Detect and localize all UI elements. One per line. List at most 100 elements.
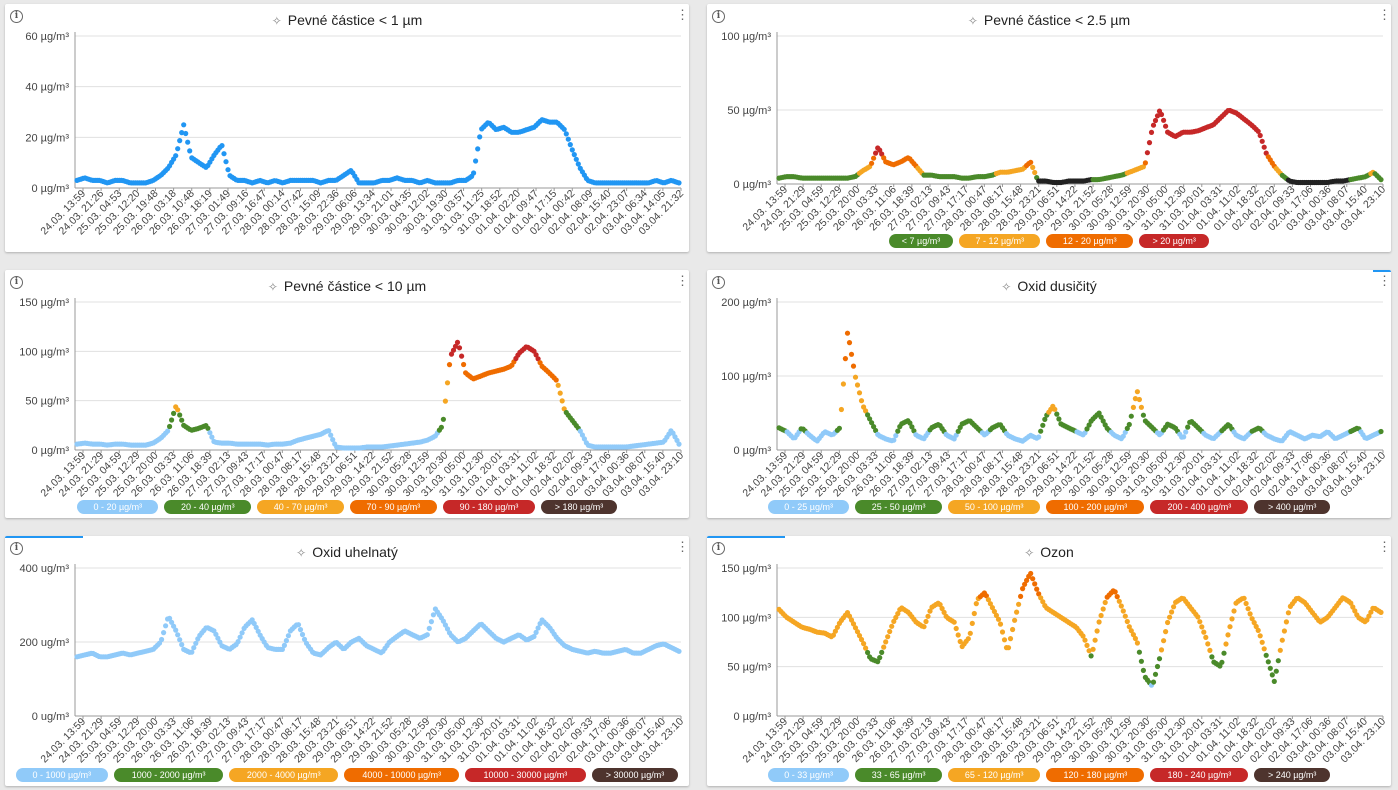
data-series [776,330,1384,444]
data-point [1368,609,1374,615]
legend-item[interactable]: 25 - 50 µg/m³ [855,500,942,514]
data-point [426,625,432,631]
chart-card-co: i ⋮ ✧ Oxid uhelnatý 0 ug/m³ 200 ug/m³ 400 u… [5,536,689,786]
data-point [873,150,879,156]
legend-item[interactable]: 12 - 20 µg/m³ [1046,234,1134,248]
info-icon[interactable]: i [10,10,23,23]
legend-item[interactable]: > 180 µg/m³ [541,500,617,514]
y-tick-label: 0 µg/m³ [733,445,771,457]
legend-item[interactable]: 200 - 400 µg/m³ [1150,500,1249,514]
legend-item[interactable]: 50 - 100 µg/m³ [948,500,1041,514]
data-point [1277,647,1283,653]
info-icon[interactable]: i [712,276,725,289]
legend-item[interactable]: 0 - 20 µg/m³ [77,500,159,514]
chart-title: ✧ Ozon [707,544,1391,560]
data-point [561,126,567,132]
data-point [1261,646,1267,652]
sparkle-icon: ✧ [267,280,278,294]
legend-item[interactable]: 0 - 1000 µg/m³ [15,768,109,782]
data-point [1042,416,1048,422]
data-point [450,347,457,353]
legend-item[interactable]: 180 - 240 µg/m³ [1150,768,1249,782]
data-point [475,146,481,152]
legend-item[interactable]: 120 - 180 µg/m³ [1046,768,1145,782]
data-point [1261,144,1267,150]
data-point [1036,591,1042,597]
data-point [1350,604,1356,610]
data-point [452,343,459,349]
data-point [967,630,973,636]
info-icon[interactable]: i [712,10,725,23]
legend-item[interactable]: < 7 µg/m³ [888,234,954,248]
legend-item[interactable]: 70 - 90 µg/m³ [350,500,437,514]
legend-item[interactable]: > 400 µg/m³ [1254,500,1330,514]
y-tick-label: 50 µg/m³ [727,662,771,674]
data-point [830,632,836,638]
data-point [1378,177,1384,183]
data-point [1114,594,1120,600]
data-point [1124,425,1130,431]
data-point [563,131,569,137]
legend-item[interactable]: > 20 µg/m³ [1139,234,1210,248]
data-point [169,417,175,423]
legend-item[interactable]: 40 - 70 µg/m³ [257,500,344,514]
data-point [1038,428,1044,434]
data-point [1271,678,1277,684]
data-point [1016,601,1022,607]
data-point [1001,637,1008,643]
data-point [430,612,436,618]
data-point [1249,616,1255,622]
data-point [442,398,448,404]
legend-item[interactable]: 4000 - 10000 µg/m³ [344,768,460,782]
chart-title-text: Ozon [1040,544,1074,560]
legend-item[interactable]: 0 - 25 µg/m³ [768,500,850,514]
data-point [887,628,893,635]
data-point [1140,667,1146,673]
data-point [1140,164,1146,170]
legend-item[interactable]: > 240 µg/m³ [1254,768,1330,782]
legend-item[interactable]: 33 - 65 µg/m³ [855,768,942,782]
legend-item[interactable]: 90 - 180 µg/m³ [442,500,536,514]
data-point [1054,411,1060,417]
data-point [863,645,869,651]
data-point [867,416,873,422]
data-point [283,638,289,644]
legend-item[interactable]: 2000 - 4000 µg/m³ [229,768,339,782]
sparkle-icon: ✧ [967,14,978,28]
data-point [535,625,541,631]
legend-item[interactable]: 100 - 200 µg/m³ [1046,500,1145,514]
data-point [1285,610,1291,616]
info-icon[interactable]: i [712,542,725,555]
legend-item[interactable]: 20 - 40 µg/m³ [164,500,252,514]
data-point [840,381,846,387]
y-tick-label: 100 µg/m³ [721,31,771,43]
data-point [850,621,857,627]
legend-item[interactable]: 7 - 12 µg/m³ [959,234,1041,248]
data-point [941,609,947,615]
info-icon[interactable]: i [10,276,23,289]
data-point [971,610,977,617]
data-point [330,437,336,443]
data-point [1366,613,1372,619]
data-point [185,139,191,145]
data-point [295,622,302,628]
data-point [1090,646,1096,652]
legend-item[interactable]: 65 - 120 µg/m³ [948,768,1041,782]
data-point [965,636,971,642]
data-point [281,642,287,648]
data-point [1100,418,1106,424]
info-icon[interactable]: i [10,542,23,555]
chart-title-text: Oxid dusičitý [1017,278,1097,294]
data-point [1185,424,1191,430]
data-point [1263,652,1269,658]
legend-item[interactable]: 10000 - 30000 µg/m³ [465,768,586,782]
data-point [213,631,219,637]
legend-item[interactable]: 1000 - 2000 µg/m³ [114,768,224,782]
data-point [1118,603,1124,609]
data-point [983,593,989,599]
legend-item[interactable]: 0 - 33 µg/m³ [768,768,850,782]
legend-item[interactable]: > 30000 µg/m³ [591,768,679,782]
data-point [1018,593,1024,599]
y-tick-label: 400 ug/m³ [19,563,69,575]
